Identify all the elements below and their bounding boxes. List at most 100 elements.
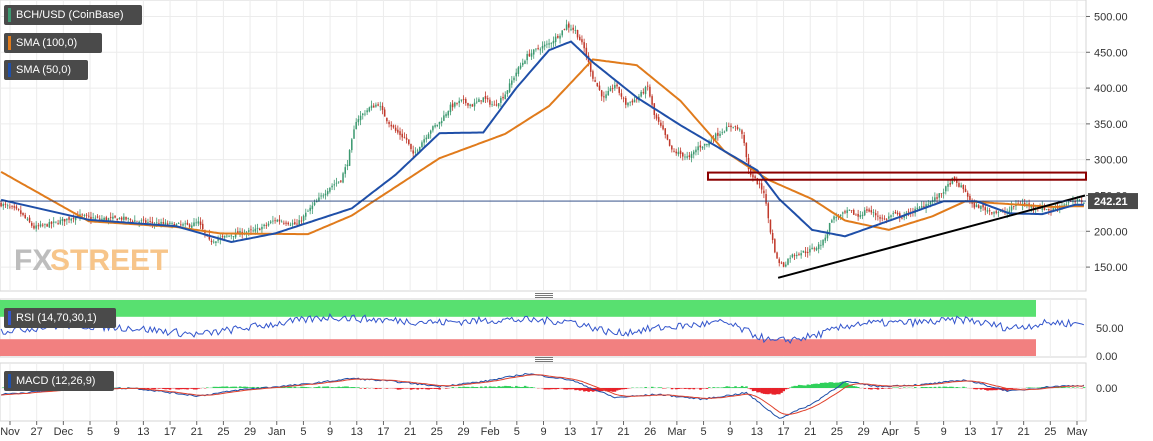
candle-body (1068, 202, 1070, 203)
candle-body (303, 216, 305, 221)
legend-rsi[interactable]: RSI (14,70,30,1) (4, 308, 116, 328)
macd-hist-bar (763, 388, 765, 394)
rsi-tick-label: 50.00 (1096, 323, 1124, 335)
macd-tick-label: 0.00 (1096, 383, 1117, 395)
macd-hist-bar (346, 386, 348, 388)
candle-body (645, 87, 647, 94)
macd-hist-bar (734, 386, 736, 388)
watermark-fx: FX (14, 244, 52, 277)
macd-hist-bar (184, 388, 186, 389)
candle-body (579, 37, 581, 41)
macd-hist-bar (180, 388, 182, 389)
candle-body (739, 129, 741, 130)
x-tick-label: 25 (831, 426, 843, 436)
candle-body (92, 217, 94, 218)
macd-hist-bar (943, 387, 945, 388)
macd-hist-bar (226, 386, 228, 388)
candle-body (515, 73, 517, 77)
macd-hist-bar (934, 387, 936, 388)
candle-body (535, 49, 537, 50)
candle-body (943, 192, 945, 193)
macd-hist-bar (712, 387, 714, 388)
macd-hist-bar (822, 383, 824, 388)
macd-hist-bar (239, 386, 241, 388)
candle-body (90, 217, 92, 219)
macd-hist-bar (623, 388, 625, 389)
x-tick-label: 25 (217, 426, 229, 436)
macd-hist-bar (581, 388, 583, 390)
candle-body (717, 133, 719, 136)
macd-hist-bar (853, 386, 855, 388)
macd-hist-bar (769, 388, 771, 394)
candle-body (875, 213, 877, 215)
macd-hist-bar (778, 388, 780, 394)
legend-macd[interactable]: MACD (12,26,9) (4, 371, 114, 391)
candle-body (452, 103, 454, 107)
macd-hist-bar (616, 388, 618, 390)
candle-body (583, 42, 585, 48)
candle-body (877, 216, 879, 217)
candle-body (719, 134, 721, 136)
macd-hist-bar (791, 386, 793, 388)
candle-body (533, 50, 535, 55)
macd-hist-bar (438, 388, 440, 390)
candle-body (415, 152, 417, 153)
macd-hist-bar (570, 388, 572, 389)
candle-body (371, 106, 373, 108)
macd-hist-bar (736, 387, 738, 388)
macd-hist-bar (476, 387, 478, 388)
pane-resize-handle-rsi[interactable] (535, 293, 553, 298)
candle-body (384, 110, 386, 117)
candle-body (901, 218, 903, 219)
macd-hist-bar (568, 388, 570, 389)
macd-hist-bar (215, 387, 217, 388)
candle-body (423, 139, 425, 142)
candle-body (184, 223, 186, 224)
candle-body (908, 212, 910, 213)
macd-hist-bar (743, 387, 745, 388)
macd-hist-bar (614, 388, 616, 392)
macd-hist-bar (991, 388, 993, 390)
macd-hist-bar (515, 386, 517, 388)
candle-body (84, 215, 86, 216)
macd-hist-bar (989, 388, 991, 390)
candle-body (689, 155, 691, 157)
macd-hist-bar (776, 388, 778, 394)
candle-body (81, 214, 83, 215)
candle-body (331, 186, 333, 188)
candle-body (445, 114, 447, 116)
macd-hist-bar (395, 388, 397, 389)
macd-hist-bar (482, 387, 484, 388)
candle-body (437, 125, 439, 126)
candle-body (664, 128, 666, 135)
macd-hist-bar (324, 387, 326, 388)
candle-body (44, 224, 46, 225)
candle-body (33, 226, 35, 229)
candle-body (686, 156, 688, 157)
rsi-oversold-band (0, 339, 1036, 356)
legend-sma100[interactable]: SMA (100,0) (4, 33, 102, 53)
legend-price[interactable]: BCH/USD (CoinBase) (4, 5, 142, 25)
pane-resize-handle-macd[interactable] (535, 357, 553, 362)
macd-hist-bar (612, 388, 614, 392)
candle-body (785, 265, 787, 267)
candle-body (871, 210, 873, 212)
macd-hist-bar (818, 384, 820, 388)
candle-body (840, 215, 842, 217)
y-tick-label: 400.00 (1094, 83, 1128, 95)
macd-hist-bar (359, 388, 361, 389)
macd-hist-bar (167, 388, 169, 389)
x-tick-label: 17 (377, 426, 389, 436)
candle-body (469, 104, 471, 106)
candle-body (866, 209, 868, 211)
candle-body (952, 178, 954, 184)
macd-hist-bar (416, 388, 418, 390)
candle-body (11, 206, 13, 207)
candle-body (706, 144, 708, 145)
legend-sma50[interactable]: SMA (50,0) (4, 60, 88, 80)
candle-body (103, 218, 105, 220)
candle-body (1063, 205, 1065, 206)
candle-body (930, 201, 932, 204)
candle-body (800, 253, 802, 255)
